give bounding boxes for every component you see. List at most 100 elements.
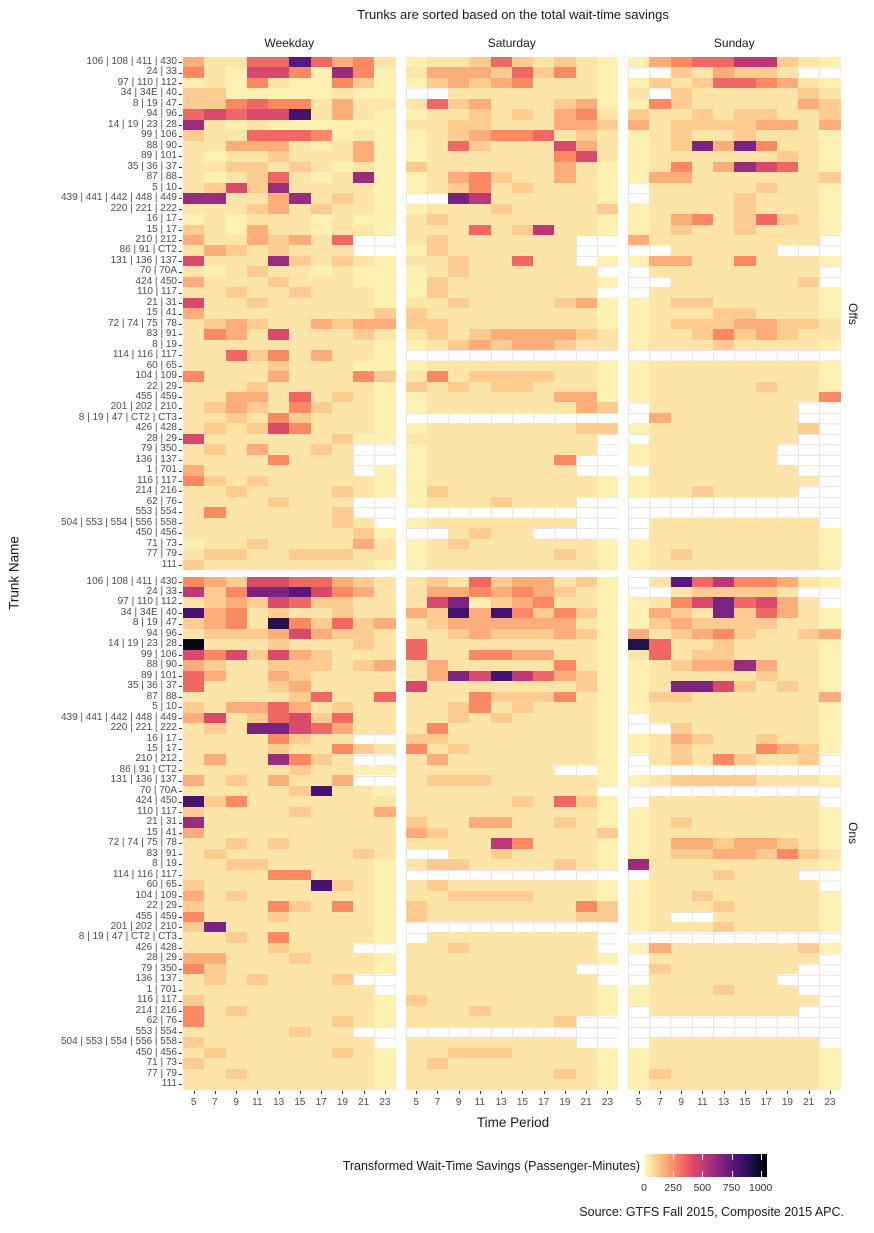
heatmap-cell: [776, 859, 798, 870]
heatmap-cell: [331, 193, 353, 204]
heatmap-cell: [511, 381, 533, 393]
heatmap-cell: [649, 628, 671, 640]
heatmap-cell: [331, 744, 353, 755]
x-axis-label: 5: [413, 1097, 419, 1108]
heatmap-cell: [554, 214, 576, 225]
heatmap-cell: [183, 255, 205, 267]
heatmap-cell: [649, 607, 671, 619]
heatmap-cell: [268, 921, 290, 933]
heatmap-cell: [798, 287, 820, 298]
heatmap-cell: [405, 1005, 427, 1017]
y-tick-mark: [179, 634, 182, 636]
heatmap-cell: [310, 744, 332, 755]
heatmap-cell: [310, 597, 332, 608]
heatmap-cell: [469, 922, 490, 932]
y-axis-label: 201 | 202 | 210: [110, 401, 177, 413]
heatmap-cell: [692, 765, 713, 775]
heatmap-cell: [533, 203, 555, 215]
heatmap-cell: [734, 507, 755, 517]
heatmap-cell: [427, 528, 448, 538]
heatmap-cell: [691, 98, 713, 110]
heatmap-cell: [268, 454, 290, 466]
heatmap-cell: [331, 817, 353, 828]
heatmap-cell: [374, 423, 396, 434]
heatmap-cell: [776, 1068, 798, 1080]
heatmap-cell: [310, 953, 332, 964]
x-axis-label: 15: [516, 1097, 528, 1108]
heatmap-cell: [374, 712, 396, 724]
heatmap-cell: [353, 497, 374, 507]
heatmap-cell: [225, 224, 247, 235]
heatmap-cell: [776, 681, 798, 692]
heatmap-cell: [798, 203, 820, 215]
heatmap-cell: [490, 371, 512, 382]
heatmap-cell: [225, 140, 247, 152]
heatmap-cell: [691, 974, 713, 985]
heatmap-cell: [554, 77, 576, 89]
x-axis-label: 19: [781, 1097, 793, 1108]
heatmap-cell: [310, 995, 332, 1006]
heatmap-cell: [183, 628, 205, 640]
y-axis-label: 553 | 554: [135, 1025, 177, 1037]
heatmap-cell: [405, 576, 427, 587]
heatmap-cell: [691, 639, 713, 650]
heatmap-cell: [576, 465, 597, 475]
heatmap-cell: [374, 995, 396, 1006]
heatmap-cell: [310, 88, 332, 99]
heatmap-cell: [649, 193, 671, 204]
heatmap-cell: [426, 1047, 448, 1059]
heatmap-cell: [469, 214, 491, 225]
heatmap-cell: [554, 785, 576, 797]
heatmap-cell: [310, 119, 332, 131]
heatmap-cell: [246, 1016, 268, 1027]
heatmap-cell: [511, 712, 533, 724]
heatmap-cell: [331, 995, 353, 1006]
heatmap-cell: [310, 1058, 332, 1069]
heatmap-cell: [649, 98, 671, 110]
y-tick-mark: [179, 833, 182, 834]
heatmap-cell: [490, 660, 512, 671]
heatmap-cell: [353, 586, 375, 598]
heatmap-cell: [798, 193, 820, 204]
heatmap-cell: [575, 329, 597, 340]
heatmap-cell: [596, 88, 618, 99]
heatmap-cell: [734, 838, 756, 849]
heatmap-cell: [183, 984, 205, 996]
heatmap-cell: [353, 921, 375, 933]
heatmap-cell: [649, 1058, 671, 1069]
heatmap-cell: [331, 974, 353, 985]
heatmap-cell: [511, 838, 533, 849]
y-axis-label: 1 | 701: [146, 983, 177, 995]
heatmap-cell: [490, 796, 512, 807]
y-axis-label: 70 | 70A: [139, 784, 177, 796]
heatmap-cell: [246, 607, 268, 619]
heatmap-cell: [713, 423, 735, 434]
heatmap-cell: [649, 890, 671, 902]
heatmap-cell: [225, 423, 247, 434]
heatmap-cell: [734, 681, 756, 692]
heatmap-cell: [374, 1068, 396, 1080]
heatmap-cell: [628, 639, 650, 650]
heatmap-cell: [575, 119, 597, 131]
heatmap-cell: [268, 245, 290, 256]
heatmap-cell: [353, 412, 375, 424]
heatmap-cell: [713, 392, 735, 403]
heatmap-cell: [576, 413, 597, 423]
heatmap-cell: [405, 465, 427, 476]
heatmap-cell: [374, 597, 396, 608]
heatmap-cell: [448, 193, 470, 204]
heatmap-cell: [755, 880, 777, 891]
x-axis-label: 13: [273, 1097, 285, 1108]
heatmap-cell: [511, 392, 533, 403]
y-axis-label: 450 | 456: [135, 1046, 177, 1058]
heatmap-cell: [776, 953, 798, 964]
heatmap-cell: [670, 549, 692, 560]
heatmap-cell: [310, 67, 332, 78]
heatmap-cell: [576, 1016, 597, 1026]
heatmap-cell: [713, 670, 735, 682]
heatmap-cell: [511, 496, 533, 508]
heatmap-cell: [469, 932, 491, 943]
heatmap-cell: [469, 360, 491, 372]
heatmap-cell: [490, 57, 512, 68]
heatmap-cell: [448, 549, 470, 560]
